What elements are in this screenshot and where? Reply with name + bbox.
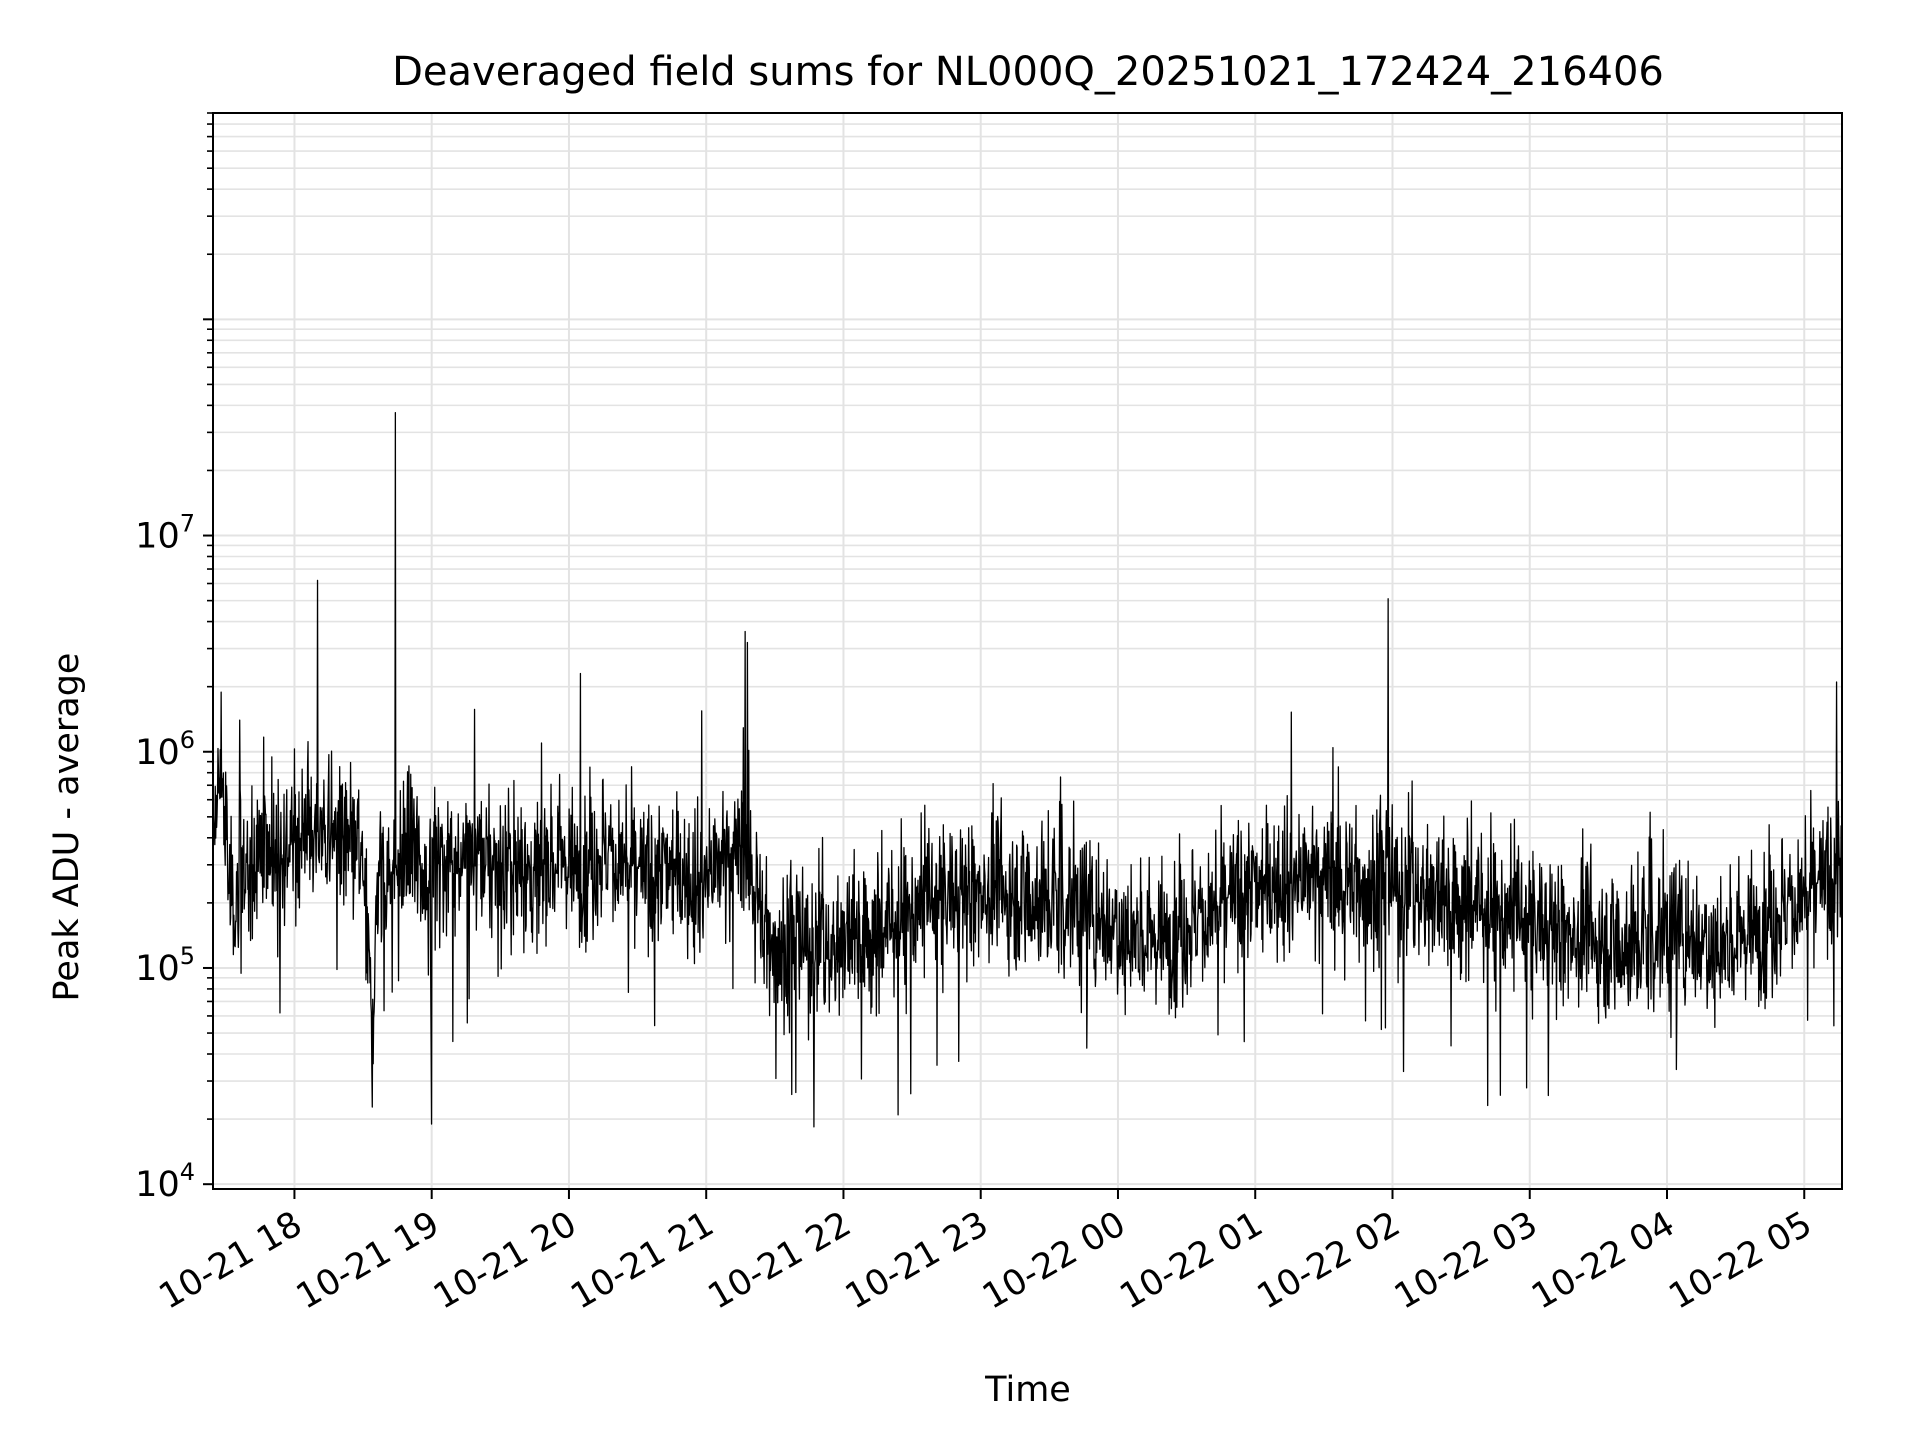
- y-tick-label: 105: [135, 942, 195, 989]
- y-tick-label: 104: [135, 1158, 195, 1205]
- y-tick-label-exponent: 6: [180, 726, 195, 754]
- y-tick-label-exponent: 7: [180, 510, 195, 538]
- chart-title: Deaveraged field sums for NL000Q_2025102…: [392, 49, 1664, 95]
- y-tick-label-exponent: 4: [180, 1158, 195, 1186]
- grid-layer: [213, 112, 1842, 1189]
- y-tick-label-base: 10: [135, 517, 180, 557]
- y-tick-label-exponent: 5: [180, 942, 195, 970]
- y-tick-label-base: 10: [135, 733, 180, 773]
- y-tick-label: 106: [135, 726, 195, 773]
- x-axis-label: Time: [984, 1370, 1071, 1410]
- y-tick-label-base: 10: [135, 949, 180, 989]
- y-axis-label: Peak ADU - average: [47, 653, 87, 1002]
- y-tick-label: 107: [135, 510, 195, 557]
- data-layer: [212, 412, 1843, 1128]
- plot-frame: [212, 112, 1843, 1190]
- y-tick-label-base: 10: [135, 1165, 180, 1205]
- series-line: [212, 412, 1843, 1128]
